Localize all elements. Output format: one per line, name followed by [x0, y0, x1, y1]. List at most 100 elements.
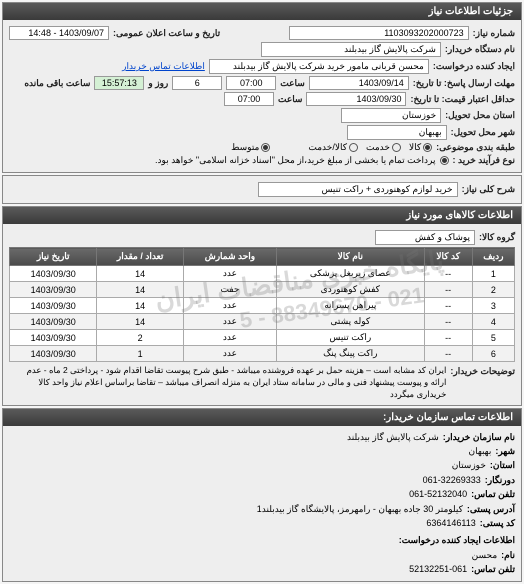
table-cell: --: [424, 282, 472, 298]
table-cell: --: [424, 330, 472, 346]
radio-goods-label: کالا: [409, 142, 421, 153]
radio-dot-icon: [440, 156, 449, 165]
days-and-label: روز و: [148, 78, 168, 89]
radio-dot-icon: [392, 143, 401, 152]
validity-time-label: ساعت: [278, 94, 303, 105]
org-label: نام سازمان خریدار:: [443, 430, 515, 444]
table-cell: 14: [97, 298, 184, 314]
radio-service-label: خدمت: [366, 142, 390, 153]
radio-dot-icon: [349, 143, 358, 152]
table-cell: عدد: [183, 330, 276, 346]
buyer-note-text: ایران کد مشابه است – هزینه حمل بر عهده ف…: [9, 365, 446, 401]
table-cell: 14: [97, 282, 184, 298]
col-name: نام کالا: [277, 248, 425, 266]
table-cell: پیراهن پسرانه: [277, 298, 425, 314]
table-cell: جفت: [183, 282, 276, 298]
requester-label: ایجاد کننده درخواست:: [433, 61, 515, 72]
need-no-value: 1103093202000723: [289, 26, 469, 40]
announce-label: تاریخ و ساعت اعلان عمومی:: [113, 28, 220, 39]
org-value: شرکت پالایش گاز بیدبلند: [347, 430, 439, 444]
table-cell: 2: [472, 282, 514, 298]
post-label: کد پستی:: [480, 516, 515, 530]
items-table: ردیف کد کالا نام کالا واحد شمارش تعداد /…: [9, 247, 515, 362]
table-cell: 1403/09/30: [10, 346, 97, 362]
buyer-contact-link[interactable]: اطلاعات تماس خریدار: [122, 61, 205, 72]
province-label: استان محل تحویل:: [445, 110, 515, 121]
table-cell: 14: [97, 266, 184, 282]
table-cell: کوله پشتی: [277, 314, 425, 330]
radio-dot-icon: [423, 143, 432, 152]
goods-info-panel: اطلاعات کالاهای مورد نیاز گروه کالا: پوش…: [2, 206, 522, 406]
city-value: بهبهان: [347, 125, 447, 140]
table-cell: 4: [472, 314, 514, 330]
table-cell: راکت پینگ پنگ: [277, 346, 425, 362]
table-cell: 6: [472, 346, 514, 362]
table-cell: --: [424, 298, 472, 314]
table-cell: کفش کوهنوردی: [277, 282, 425, 298]
summary-label: شرح کلی نیاز:: [462, 184, 515, 195]
c-province-value: خوزستان: [452, 458, 486, 472]
table-cell: عصای زیربغل پزشکی: [277, 266, 425, 282]
radio-service[interactable]: خدمت: [366, 142, 401, 153]
table-cell: --: [424, 266, 472, 282]
cname-label: نام:: [501, 548, 515, 562]
table-cell: 1403/09/30: [10, 314, 97, 330]
remaining-label: ساعت باقی مانده: [24, 78, 90, 89]
table-row: 4--کوله پشتیعدد141403/09/30: [10, 314, 515, 330]
subject-radio-group: کالا خدمت کالا/خدمت: [308, 142, 432, 153]
radio-gs-label: کالا/خدمت: [308, 142, 347, 153]
buyer-contact-header: اطلاعات تماس سازمان خریدار:: [3, 409, 521, 426]
table-cell: راکت تنیس: [277, 330, 425, 346]
cphone-label: تلفن تماس:: [471, 562, 515, 576]
table-cell: 1403/09/30: [10, 266, 97, 282]
group-value: پوشاک و کفش: [375, 230, 475, 245]
fax-label: دورنگار:: [485, 473, 515, 487]
table-cell: عدد: [183, 314, 276, 330]
announce-value: 1403/09/07 - 14:48: [9, 26, 109, 40]
table-cell: عدد: [183, 266, 276, 282]
col-unit: واحد شمارش: [183, 248, 276, 266]
cphone-value: 52132251-061: [409, 562, 467, 576]
table-cell: 1403/09/30: [10, 282, 97, 298]
col-row: ردیف: [472, 248, 514, 266]
table-cell: عدد: [183, 298, 276, 314]
process-radio[interactable]: [440, 156, 449, 165]
need-details-header: جزئیات اطلاعات نیاز: [3, 3, 521, 20]
table-row: 6--راکت پینگ پنگعدد11403/09/30: [10, 346, 515, 362]
need-summary-panel: شرح کلی نیاز: خرید لوازم کوهنوردی + راکت…: [2, 175, 522, 204]
table-cell: --: [424, 346, 472, 362]
table-cell: 1403/09/30: [10, 298, 97, 314]
radio-goods[interactable]: کالا: [409, 142, 432, 153]
radio-dot-icon: [261, 143, 270, 152]
deadline-time: 07:00: [226, 76, 276, 90]
addr-label: آدرس پستی:: [467, 502, 515, 516]
remaining-days: 6: [172, 76, 222, 90]
radio-mid[interactable]: متوسط: [231, 142, 270, 153]
goods-info-header: اطلاعات کالاهای مورد نیاز: [3, 207, 521, 224]
table-row: 1--عصای زیربغل پزشکیعدد141403/09/30: [10, 266, 515, 282]
process-label: نوع فرآیند خرید :: [453, 155, 516, 166]
fax-value: 061-32269333: [423, 473, 481, 487]
c-city-label: شهر:: [495, 444, 515, 458]
radio-mid-label: متوسط: [231, 142, 259, 153]
radio-goods-service[interactable]: کالا/خدمت: [308, 142, 358, 153]
province-value: خوزستان: [341, 108, 441, 123]
c-city-value: بهبهان: [468, 444, 491, 458]
table-row: 2--کفش کوهنوردیجفت141403/09/30: [10, 282, 515, 298]
table-header-row: ردیف کد کالا نام کالا واحد شمارش تعداد /…: [10, 248, 515, 266]
deadline-label: مهلت ارسال پاسخ: تا تاریخ:: [413, 78, 515, 89]
table-cell: 1403/09/30: [10, 330, 97, 346]
col-date: تاریخ نیاز: [10, 248, 97, 266]
phone-value: 061-52132040: [409, 487, 467, 501]
validity-label: حداقل اعتبار قیمت: تا تاریخ:: [410, 94, 515, 105]
buyer-note-label: توضیحات خریدار:: [450, 365, 515, 378]
table-row: 3--پیراهن پسرانهعدد141403/09/30: [10, 298, 515, 314]
budget-label: طبقه بندی موضوعی:: [436, 142, 515, 153]
table-cell: --: [424, 314, 472, 330]
table-cell: 5: [472, 330, 514, 346]
process-note: پرداخت تمام یا بخشی از مبلغ خرید،از محل …: [155, 155, 435, 166]
creator-title: اطلاعات ایجاد کننده درخواست:: [9, 533, 515, 547]
remaining-time: 15:57:13: [94, 76, 144, 90]
summary-value: خرید لوازم کوهنوردی + راکت تنیس: [258, 182, 458, 197]
need-details-panel: جزئیات اطلاعات نیاز شماره نیاز: 11030932…: [2, 2, 522, 173]
